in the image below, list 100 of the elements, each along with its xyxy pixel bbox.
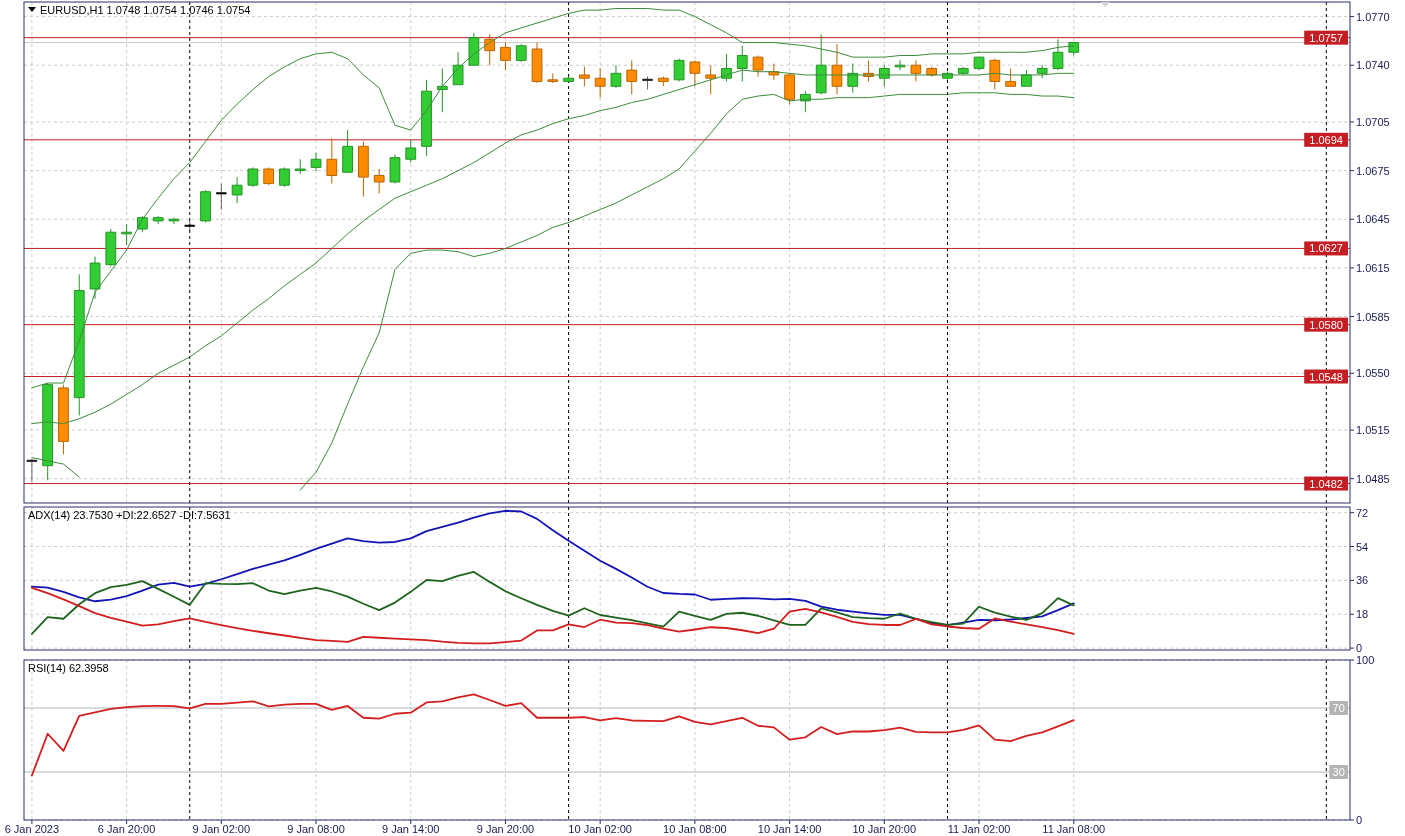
candlestick — [200, 189, 211, 223]
candlestick — [500, 42, 511, 71]
y-tick-label: 1.0675 — [1356, 164, 1390, 177]
line-series — [30, 571, 1075, 635]
candlestick — [910, 59, 922, 82]
candlestick — [452, 51, 464, 86]
candlestick — [121, 223, 132, 246]
candlestick — [957, 66, 969, 76]
line-series — [30, 587, 1075, 645]
chart-title: RSI(14) 62.3958 — [28, 662, 109, 674]
candlestick — [1005, 67, 1016, 87]
x-tick-label: 10 Jan 14:00 — [757, 823, 822, 835]
candlestick — [42, 382, 54, 481]
candlestick — [642, 76, 653, 90]
candlestick — [405, 139, 417, 164]
line-series — [31, 7, 1075, 389]
y-tick-label: 0 — [1356, 814, 1363, 826]
candlestick — [310, 152, 322, 172]
x-tick-label: 6 Jan 2023 — [4, 823, 60, 835]
candlestick — [421, 79, 432, 157]
candlestick — [784, 72, 795, 105]
candlestick — [594, 67, 606, 99]
candlestick — [279, 166, 290, 188]
x-tick-label: 10 Jan 20:00 — [852, 823, 917, 835]
candlestick — [657, 76, 669, 87]
ref-line-label: 1.0694 — [1309, 133, 1343, 146]
candlestick — [152, 215, 164, 225]
candlestick — [752, 55, 764, 78]
line-series — [30, 693, 1075, 777]
candlestick — [436, 67, 448, 113]
line-series — [31, 69, 1075, 425]
ref-line-label: 1.0580 — [1309, 318, 1343, 331]
candlestick — [626, 59, 638, 95]
candlestick — [894, 59, 906, 71]
candlestick — [468, 32, 480, 66]
candlestick — [247, 166, 259, 188]
candlestick — [389, 153, 401, 185]
candlestick — [105, 228, 117, 267]
candlestick — [168, 217, 180, 225]
ref-line-label: 1.0548 — [1309, 370, 1343, 383]
y-tick-label: 100 — [1356, 654, 1375, 666]
x-tick-label: 10 Jan 08:00 — [663, 823, 727, 835]
ref-line-label: 1.0482 — [1309, 477, 1343, 490]
ref-line-label: 1.0627 — [1309, 242, 1343, 255]
y-tick-label: 36 — [1356, 574, 1369, 587]
y-tick-label: 0 — [1356, 642, 1363, 655]
x-tick-label: 9 Jan 20:00 — [476, 823, 535, 835]
y-tick-label: 72 — [1356, 506, 1369, 519]
y-tick-label: 1.0515 — [1356, 424, 1390, 437]
x-tick-label: 11 Jan 02:00 — [947, 823, 1011, 835]
y-tick-label: 18 — [1356, 608, 1369, 621]
candlestick — [705, 64, 717, 95]
ref-line-label: 30 — [1332, 766, 1345, 778]
y-tick-label: 1.0485 — [1356, 472, 1390, 485]
chart-title: ADX(14) 23.7530 +DI:22.6527 -DI:7.5631 — [28, 509, 231, 521]
candlestick — [263, 166, 275, 186]
candlestick — [673, 58, 685, 82]
candlestick — [610, 64, 622, 89]
candlestick — [373, 168, 385, 194]
candlestick — [294, 158, 306, 175]
candlestick — [689, 59, 701, 87]
x-tick-label: 9 Jan 02:00 — [192, 823, 251, 835]
candlestick — [515, 43, 527, 63]
line-series — [30, 509, 1075, 627]
x-tick-label: 9 Jan 08:00 — [287, 823, 345, 835]
y-tick-label: 1.0550 — [1356, 367, 1390, 380]
candlestick — [26, 458, 38, 483]
ref-line-label: 70 — [1332, 702, 1345, 714]
candlestick — [831, 43, 843, 95]
candlestick — [563, 76, 574, 82]
candlestick — [231, 176, 243, 204]
y-tick-label: 1.0740 — [1356, 59, 1390, 72]
candlestick — [216, 183, 227, 210]
x-tick-label: 10 Jan 02:00 — [568, 823, 632, 835]
candlestick — [547, 72, 559, 84]
y-tick-label: 54 — [1356, 540, 1369, 553]
y-tick-label: 1.0585 — [1356, 310, 1390, 323]
x-tick-label: 6 Jan 20:00 — [97, 823, 156, 835]
candlestick — [1052, 38, 1064, 71]
candlestick — [815, 33, 827, 95]
candlestick — [736, 45, 748, 82]
candlestick — [531, 42, 543, 84]
candlestick — [973, 56, 985, 71]
candlestick — [1068, 42, 1080, 56]
chart-title: EURUSD,H1 1.0748 1.0754 1.0746 1.0754 — [40, 4, 251, 16]
y-tick-label: 1.0705 — [1356, 115, 1390, 128]
candlestick — [989, 58, 1001, 91]
candlestick — [73, 273, 85, 416]
x-tick-label: 9 Jan 14:00 — [382, 823, 440, 835]
x-tick-label: 11 Jan 08:00 — [1042, 823, 1106, 835]
y-tick-label: 1.0615 — [1356, 261, 1390, 274]
candlestick — [358, 140, 369, 198]
candlestick — [326, 137, 338, 185]
y-tick-label: 1.0770 — [1356, 10, 1390, 23]
candlestick — [342, 129, 353, 173]
candlestick — [58, 384, 69, 455]
y-tick-label: 1.0645 — [1356, 213, 1390, 226]
candlestick — [579, 66, 590, 87]
candlestick — [89, 256, 101, 300]
candlestick — [1036, 64, 1048, 79]
